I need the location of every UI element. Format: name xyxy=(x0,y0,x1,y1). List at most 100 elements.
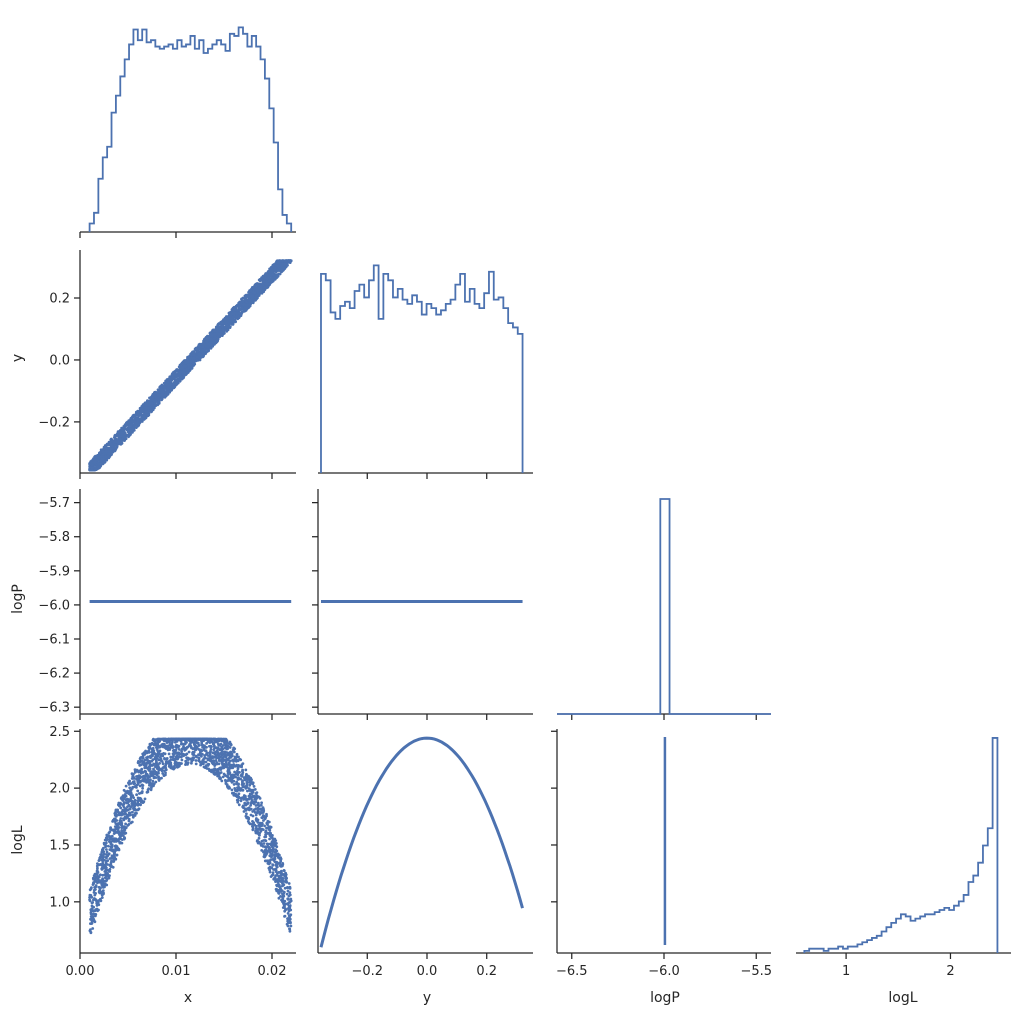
point xyxy=(270,270,273,274)
point xyxy=(193,743,197,747)
point xyxy=(88,899,92,903)
point xyxy=(237,788,241,792)
point xyxy=(127,817,131,821)
point xyxy=(282,263,285,266)
point xyxy=(133,807,137,811)
point xyxy=(237,755,240,759)
point xyxy=(190,354,193,357)
point xyxy=(159,757,163,761)
point xyxy=(199,750,202,753)
point xyxy=(156,741,159,745)
point xyxy=(266,859,269,863)
point xyxy=(200,741,204,745)
point xyxy=(203,337,207,341)
point xyxy=(271,834,274,837)
point xyxy=(124,816,128,820)
point xyxy=(244,807,248,811)
point xyxy=(268,834,272,837)
panel-2-0: −5.7−5.8−5.9−6.0−6.1−6.2−6.3 xyxy=(38,489,296,720)
point xyxy=(250,299,253,303)
point xyxy=(238,304,242,308)
point xyxy=(140,414,144,418)
point xyxy=(241,779,245,782)
point xyxy=(238,309,241,312)
y-tick-label: −6.3 xyxy=(38,701,70,716)
point xyxy=(95,904,99,907)
point xyxy=(132,780,136,784)
point xyxy=(154,780,158,784)
point xyxy=(231,306,235,310)
point xyxy=(269,831,272,835)
point xyxy=(116,808,119,812)
point xyxy=(256,818,260,822)
point xyxy=(191,737,195,741)
point xyxy=(99,448,103,452)
point xyxy=(258,288,262,292)
point xyxy=(234,794,238,798)
point xyxy=(250,822,254,826)
point xyxy=(118,812,122,816)
point xyxy=(150,770,154,773)
point xyxy=(186,745,190,749)
point xyxy=(147,775,151,778)
point xyxy=(231,323,235,326)
point xyxy=(237,785,241,789)
point xyxy=(101,866,104,870)
point xyxy=(217,744,221,747)
point xyxy=(252,785,256,788)
point xyxy=(148,743,152,747)
point xyxy=(144,410,148,414)
point xyxy=(92,919,96,923)
point xyxy=(155,397,158,401)
point xyxy=(249,804,253,807)
point xyxy=(225,783,229,787)
point xyxy=(141,756,145,760)
point xyxy=(95,864,99,868)
point xyxy=(211,755,215,758)
point xyxy=(202,352,205,356)
point xyxy=(180,758,184,762)
point xyxy=(94,888,97,891)
point xyxy=(122,812,126,816)
point xyxy=(217,759,221,762)
point xyxy=(287,908,291,912)
point xyxy=(256,283,260,287)
point xyxy=(144,770,148,773)
point xyxy=(253,795,256,799)
point xyxy=(112,852,116,856)
point xyxy=(127,781,130,785)
point xyxy=(117,823,121,826)
point xyxy=(109,437,113,441)
point xyxy=(210,341,213,345)
point xyxy=(262,279,266,283)
point xyxy=(204,764,208,767)
point xyxy=(175,374,179,378)
point xyxy=(124,784,128,788)
point xyxy=(220,754,224,757)
point xyxy=(114,857,117,861)
point xyxy=(273,276,277,280)
point xyxy=(230,788,234,792)
point xyxy=(273,855,277,858)
point xyxy=(241,769,244,773)
point xyxy=(231,776,235,780)
point xyxy=(186,355,190,359)
point xyxy=(89,894,93,897)
point xyxy=(288,927,291,931)
point xyxy=(273,268,277,272)
point xyxy=(95,907,99,911)
x-tick-label: 2 xyxy=(946,964,954,979)
point xyxy=(138,784,142,788)
point xyxy=(113,434,117,438)
point xyxy=(213,767,217,771)
point xyxy=(227,772,231,776)
point xyxy=(251,814,255,818)
point xyxy=(141,786,145,790)
point xyxy=(262,809,266,813)
point xyxy=(154,765,157,769)
scatter-x-vs-logL xyxy=(88,737,293,935)
point xyxy=(114,443,118,447)
point xyxy=(220,321,224,325)
point xyxy=(195,350,199,354)
